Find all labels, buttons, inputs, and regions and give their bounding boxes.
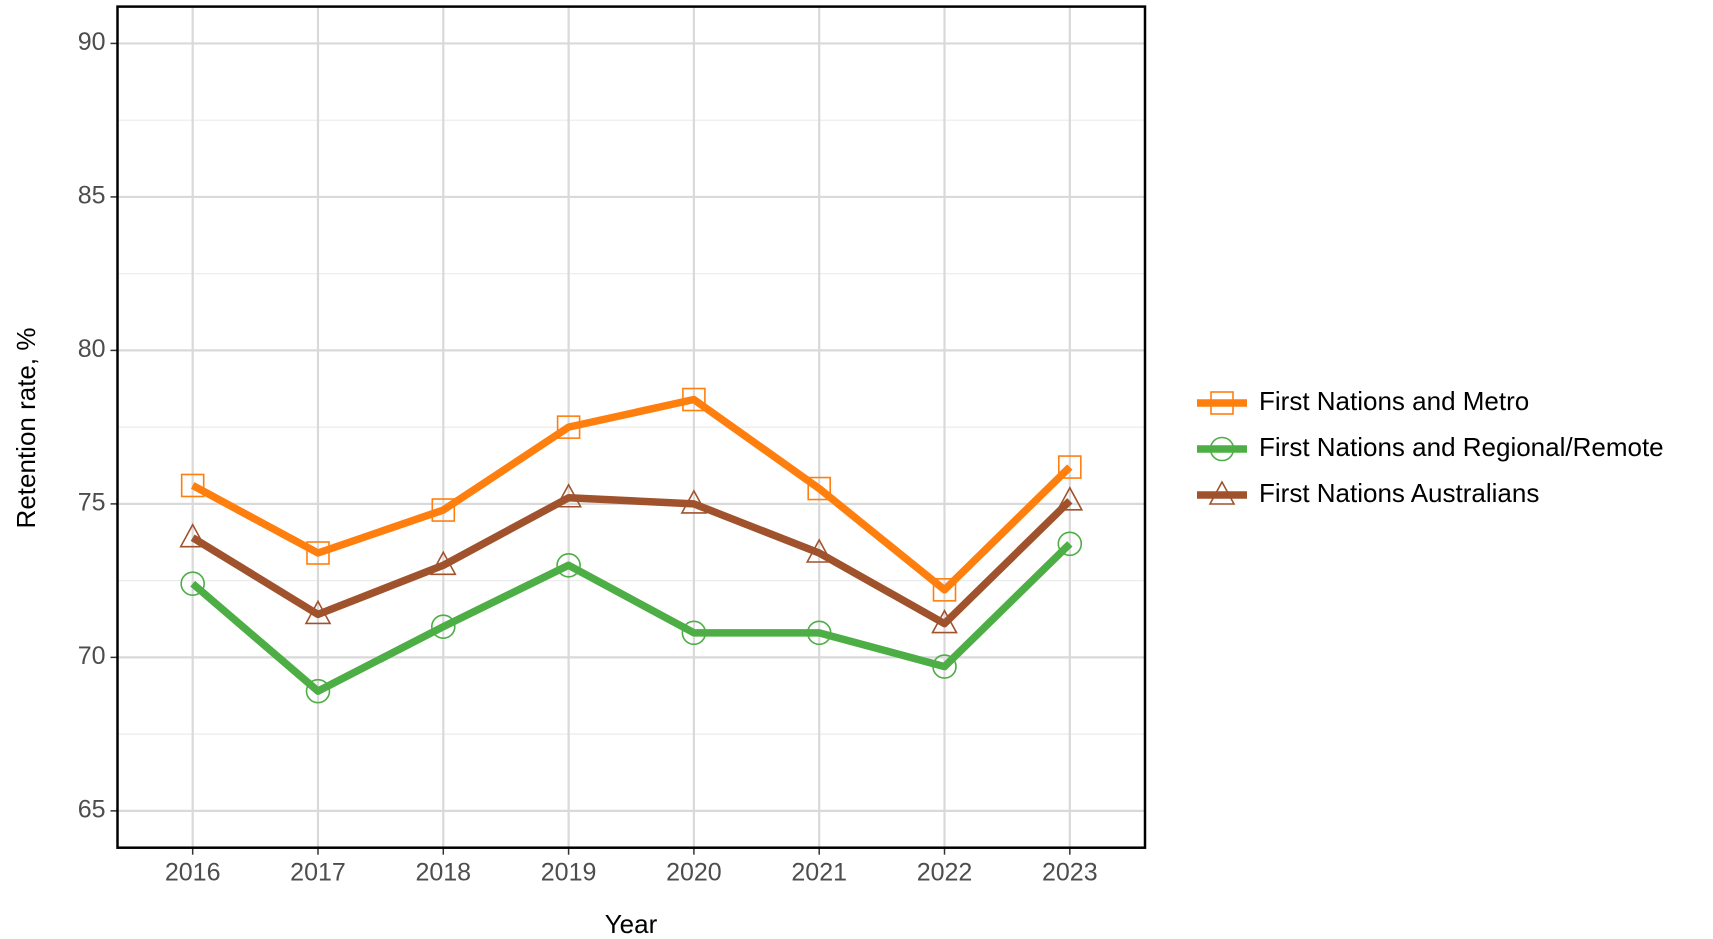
marker: [556, 552, 581, 578]
marker: [431, 498, 456, 522]
marker: [1058, 455, 1082, 479]
y-tick-label: 90: [78, 28, 106, 56]
x-tick-label: 2017: [290, 858, 346, 886]
series-line: [190, 395, 1073, 594]
x-axis-label: Year: [605, 909, 658, 939]
marker: [429, 550, 457, 576]
marker: [179, 522, 207, 548]
legend-marker: [1209, 436, 1235, 462]
x-tick-label: 2023: [1042, 858, 1098, 886]
y-tick-label: 70: [78, 642, 106, 670]
marker: [305, 678, 331, 704]
y-tick-label: 85: [78, 182, 106, 210]
legend-label: First Nations Australians: [1259, 478, 1539, 508]
marker: [306, 541, 330, 565]
legend-label: First Nations and Metro: [1259, 386, 1529, 416]
marker: [805, 538, 833, 563]
x-tick-label: 2022: [917, 858, 973, 886]
x-tick-label: 2016: [165, 858, 221, 886]
marker: [430, 614, 456, 639]
series-line: [190, 541, 1073, 695]
legend-item: First Nations Australians: [1197, 478, 1539, 508]
y-tick-label: 80: [78, 335, 106, 363]
legend-item: First Nations and Metro: [1197, 386, 1529, 416]
legend-item: First Nations and Regional/Remote: [1197, 432, 1664, 462]
y-tick-label: 65: [78, 795, 106, 823]
y-tick-label: 75: [78, 489, 106, 517]
y-axis-label: Retention rate, %: [11, 328, 41, 529]
marker: [807, 476, 832, 501]
x-tick-label: 2019: [541, 858, 597, 886]
marker: [1056, 486, 1084, 511]
marker: [1057, 531, 1083, 557]
marker: [180, 571, 205, 597]
legend-label: First Nations and Regional/Remote: [1259, 432, 1664, 462]
marker: [680, 489, 708, 514]
marker: [932, 578, 957, 602]
x-tick-label: 2021: [791, 858, 847, 886]
marker: [932, 654, 957, 679]
series-line: [190, 494, 1073, 628]
marker: [555, 483, 582, 508]
x-tick-label: 2020: [666, 858, 722, 886]
marker: [681, 620, 707, 646]
marker: [556, 415, 581, 439]
legend-marker: [1210, 391, 1234, 415]
marker: [806, 620, 832, 646]
marker: [180, 473, 205, 498]
marker: [304, 599, 332, 625]
marker: [931, 608, 958, 634]
legend-marker: [1208, 480, 1236, 505]
x-tick-label: 2018: [415, 858, 471, 886]
plot-frame: [116, 5, 1147, 849]
marker: [682, 387, 706, 412]
